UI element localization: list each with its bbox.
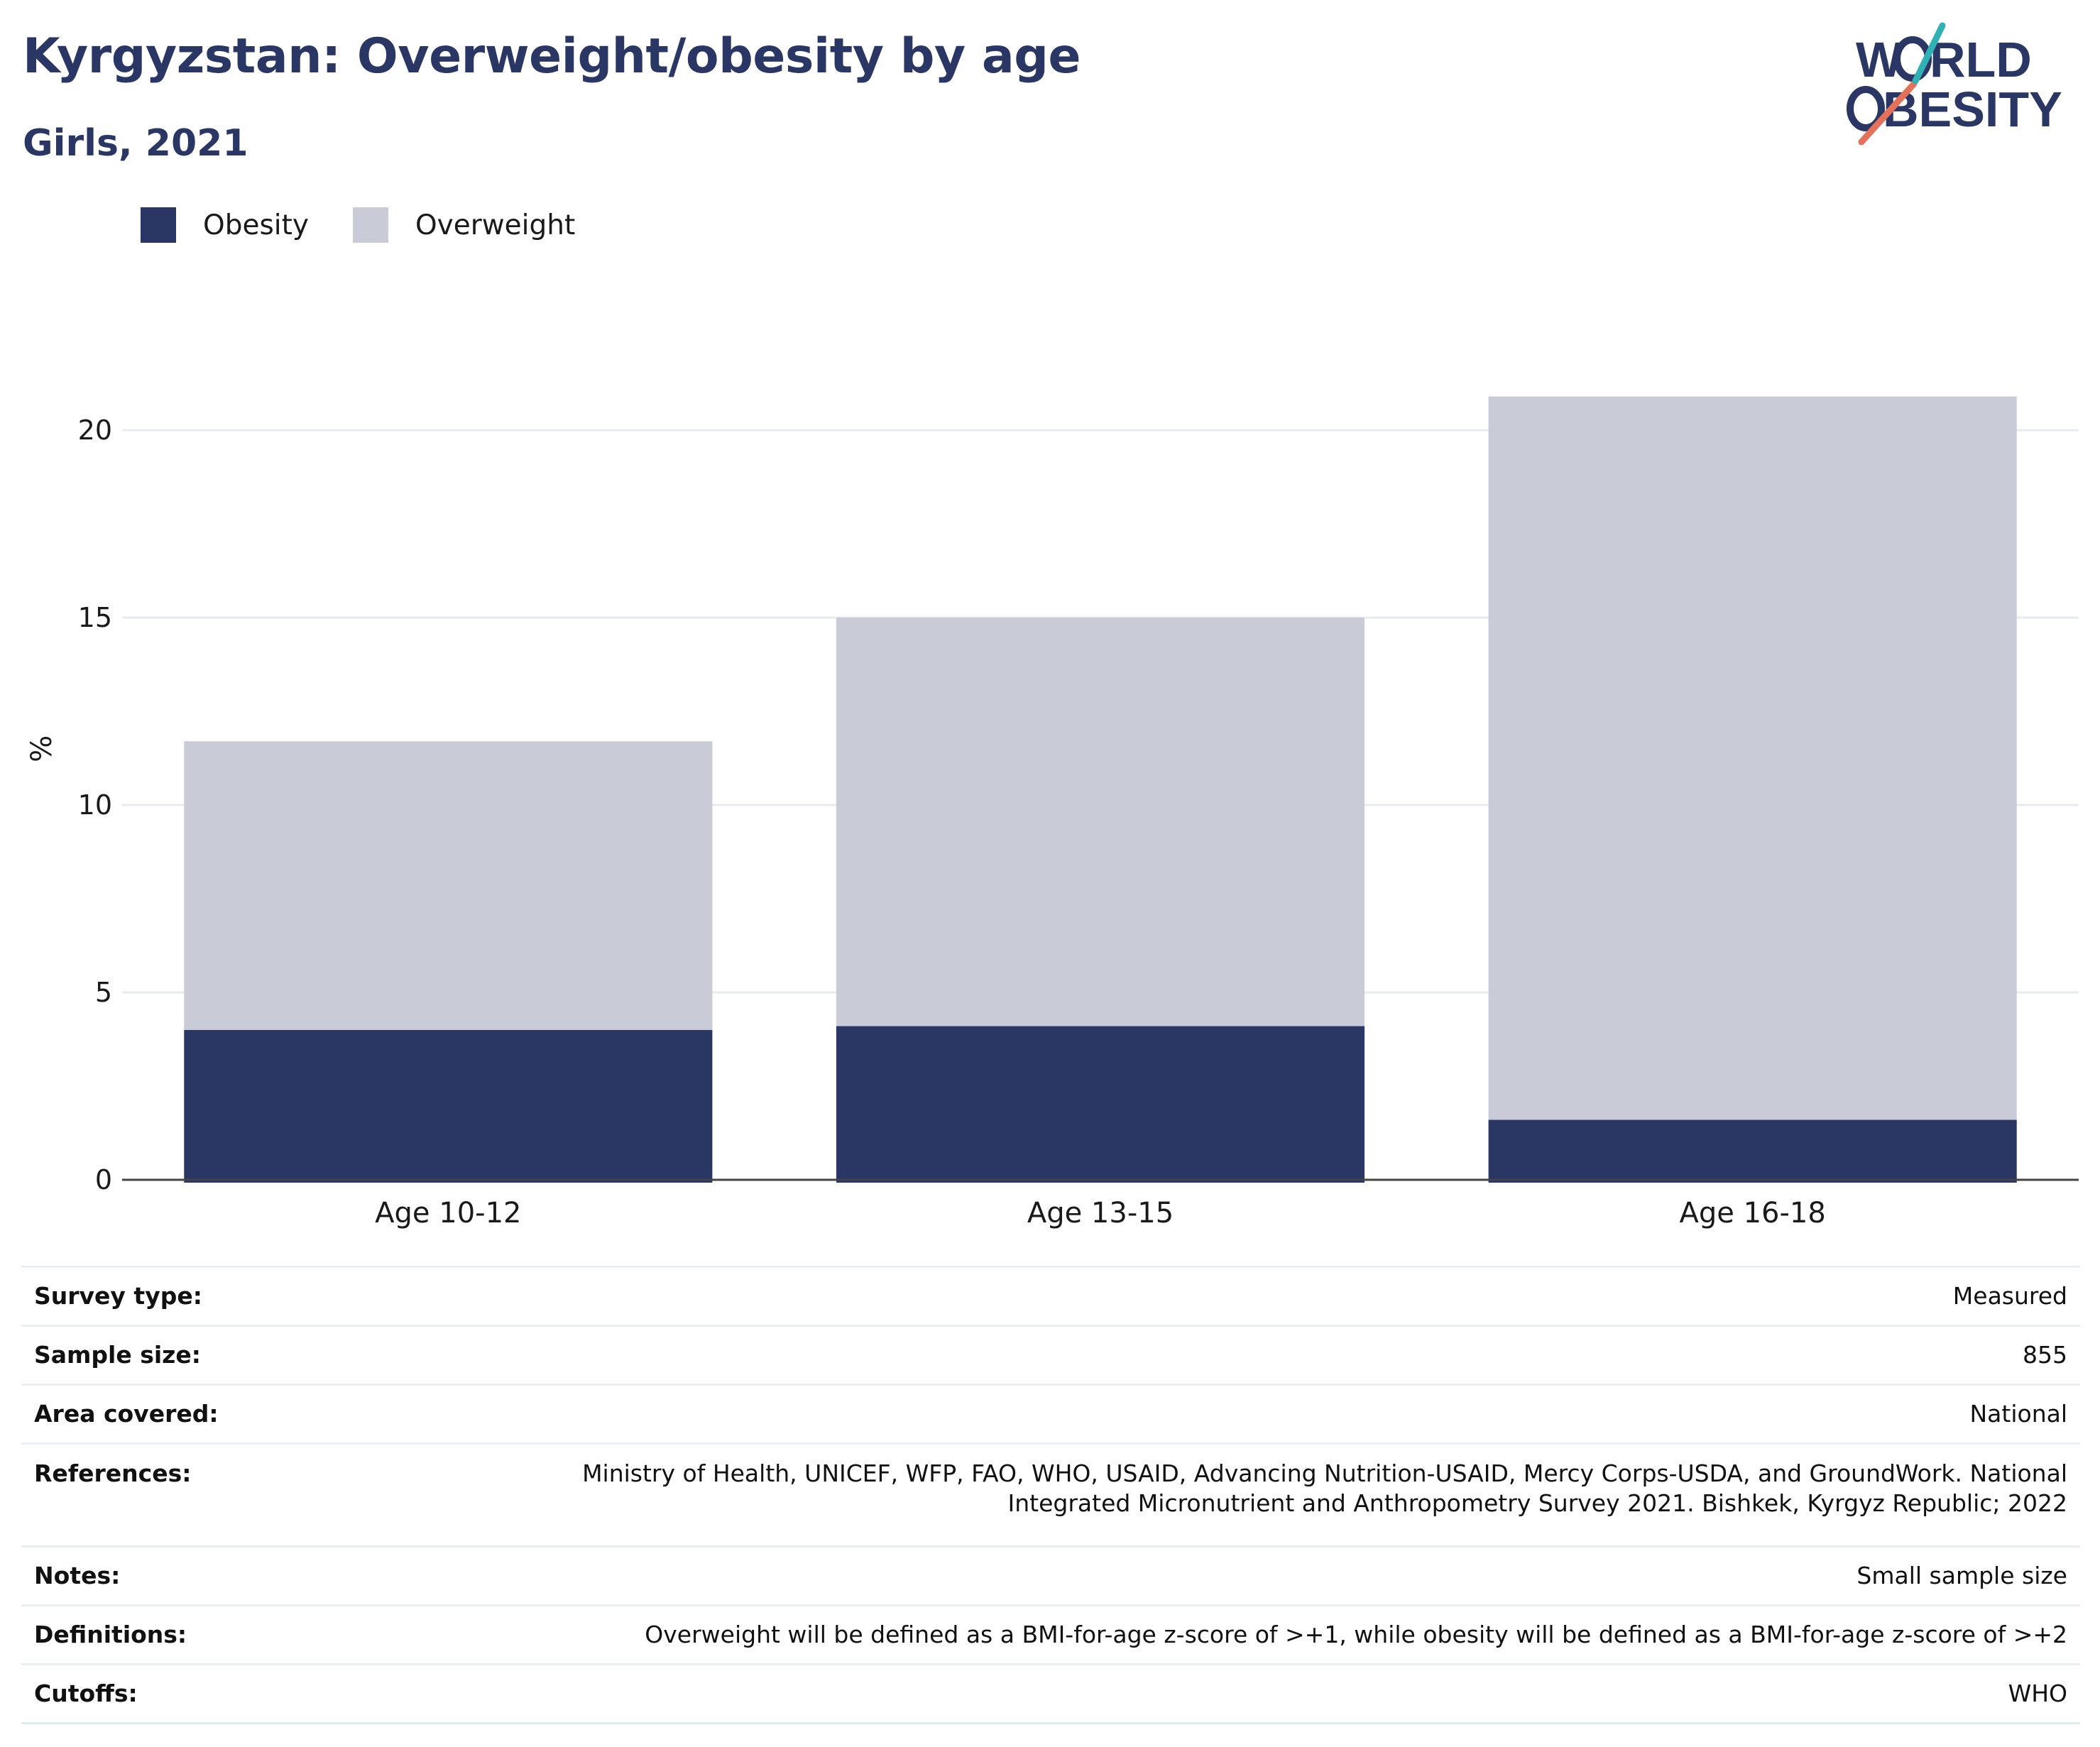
info-value: 855 bbox=[260, 1325, 2080, 1385]
stacked-bar-chart: 0 5 10 15 20% Age 10-12 Age 13-15 Age 16-18 bbox=[26, 396, 2079, 1230]
y-tick-label: 0 bbox=[95, 1164, 112, 1195]
bar-obesity bbox=[1488, 1119, 2017, 1183]
info-key: Area covered: bbox=[21, 1384, 260, 1444]
info-value: Overweight will be defined as a BMI-for-… bbox=[260, 1604, 2080, 1665]
legend-swatch-obesity bbox=[141, 207, 176, 243]
legend-label-overweight: Overweight bbox=[415, 209, 576, 241]
info-row-area-covered: Area covered: National bbox=[21, 1384, 2080, 1444]
y-tick-label: 15 bbox=[78, 602, 112, 633]
svg-text:BESITY: BESITY bbox=[1883, 82, 2062, 137]
legend-swatch-overweight bbox=[352, 207, 388, 243]
survey-info-table: Survey type: Measured Sample size: 855 A… bbox=[21, 1266, 2080, 1724]
reference-line: Ministry of Health, UNICEF, WFP, FAO, WH… bbox=[582, 1460, 2067, 1487]
info-key: Definitions: bbox=[21, 1604, 260, 1665]
x-tick-label: Age 16-18 bbox=[1680, 1197, 1826, 1230]
chart-legend: Obesity Overweight bbox=[141, 207, 619, 243]
bar-obesity bbox=[184, 1029, 713, 1183]
y-tick-label: 10 bbox=[78, 789, 112, 821]
info-row-definitions: Definitions: Overweight will be defined … bbox=[21, 1604, 2080, 1665]
svg-text:RLD: RLD bbox=[1930, 32, 2032, 87]
info-row-notes: Notes: Small sample size bbox=[21, 1545, 2080, 1606]
x-tick-label: Age 10-12 bbox=[375, 1197, 521, 1230]
y-axis-label: % bbox=[26, 735, 58, 762]
info-value: WHO bbox=[260, 1663, 2080, 1724]
bar-overweight bbox=[1488, 396, 2017, 1120]
info-row-references: References: Ministry of Health, UNICEF, … bbox=[21, 1442, 2080, 1547]
info-key: Cutoffs: bbox=[21, 1663, 260, 1724]
bar-obesity bbox=[836, 1026, 1365, 1183]
bar-overweight bbox=[184, 741, 713, 1030]
legend-item-overweight[interactable]: Overweight bbox=[352, 207, 576, 243]
info-key: Survey type: bbox=[21, 1266, 260, 1326]
bar-overweight bbox=[836, 618, 1365, 1026]
info-key: Sample size: bbox=[21, 1325, 260, 1385]
info-value: Measured bbox=[260, 1266, 2080, 1326]
info-value: National bbox=[260, 1384, 2080, 1444]
chart-title: Kyrgyzstan: Overweight/obesity by age bbox=[23, 28, 1081, 84]
info-row-survey-type: Survey type: Measured bbox=[21, 1266, 2080, 1326]
chart-subtitle: Girls, 2021 bbox=[23, 122, 248, 165]
info-value: Ministry of Health, UNICEF, WFP, FAO, WH… bbox=[260, 1442, 2080, 1547]
legend-label-obesity: Obesity bbox=[203, 209, 309, 241]
info-row-sample-size: Sample size: 855 bbox=[21, 1325, 2080, 1385]
legend-item-obesity[interactable]: Obesity bbox=[141, 207, 309, 243]
y-tick-label: 20 bbox=[78, 415, 112, 446]
world-obesity-logo: W RLD BESITY bbox=[1847, 22, 2062, 146]
info-key: References: bbox=[21, 1442, 260, 1547]
x-tick-label: Age 13-15 bbox=[1027, 1197, 1174, 1230]
info-row-cutoffs: Cutoffs: WHO bbox=[21, 1663, 2080, 1724]
info-key: Notes: bbox=[21, 1545, 260, 1606]
reference-line: Integrated Micronutrient and Anthropomet… bbox=[1007, 1489, 2068, 1517]
info-value: Small sample size bbox=[260, 1545, 2080, 1606]
y-tick-label: 5 bbox=[95, 977, 112, 1008]
